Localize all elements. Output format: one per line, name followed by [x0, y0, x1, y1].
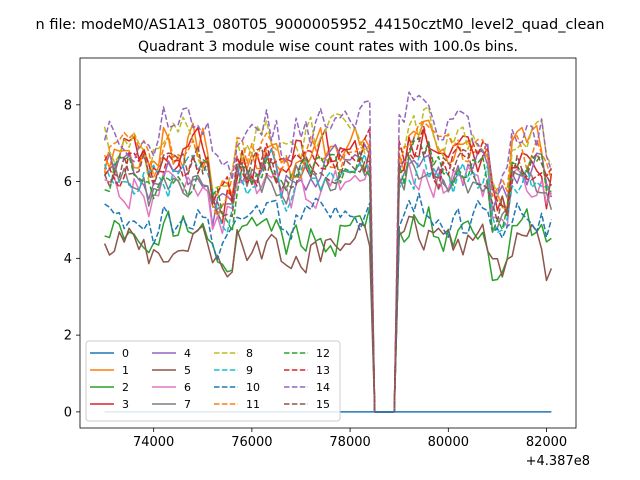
series-line-12 [104, 137, 552, 413]
x-tick-label: 80000 [428, 435, 469, 450]
x-tick-label: 74000 [133, 435, 174, 450]
chart-title: Quadrant 3 module wise count rates with … [138, 39, 518, 55]
legend-label-2: 2 [122, 381, 129, 394]
y-tick-label: 8 [64, 98, 72, 113]
y-tick-label: 6 [64, 175, 72, 190]
x-axis: 74000 76000 78000 80000 82000 [133, 428, 567, 450]
series-line-13 [103, 125, 553, 413]
y-tick-label: 2 [64, 329, 72, 344]
figure-suptitle: n file: modeM0/AS1A13_080T05_9000005952_… [36, 17, 605, 33]
legend-label-4: 4 [184, 347, 191, 360]
legend-label-8: 8 [246, 347, 253, 360]
legend-label-15: 15 [316, 398, 330, 411]
x-tick-label: 82000 [526, 435, 567, 450]
legend-label-9: 9 [246, 364, 253, 377]
legend-label-13: 13 [316, 364, 330, 377]
legend-label-0: 0 [122, 347, 129, 360]
legend-label-11: 11 [246, 398, 260, 411]
series-line-14 [103, 91, 553, 413]
legend-label-7: 7 [184, 398, 191, 411]
series-line-5 [103, 215, 553, 413]
series-line-3 [103, 126, 553, 413]
series-line-9 [103, 149, 552, 413]
series-line-15 [103, 137, 553, 413]
y-tick-label: 4 [64, 252, 72, 267]
legend-label-1: 1 [122, 364, 129, 377]
y-tick-label: 0 [64, 405, 72, 420]
series-line-4 [103, 143, 553, 413]
legend-frame [85, 340, 341, 422]
series-line-2 [104, 206, 552, 413]
legend-label-10: 10 [246, 381, 260, 394]
legend-label-6: 6 [184, 381, 191, 394]
legend-label-3: 3 [122, 398, 129, 411]
x-tick-label: 76000 [231, 435, 272, 450]
plot-frame [79, 57, 577, 429]
legend-label-12: 12 [316, 347, 330, 360]
x-offset-label: +4.387e8 [526, 454, 590, 469]
series-line-8 [103, 106, 553, 413]
legend-label-14: 14 [316, 381, 330, 394]
legend-label-5: 5 [184, 364, 191, 377]
y-axis: 0 2 4 6 8 [64, 98, 80, 420]
x-tick-label: 78000 [329, 435, 370, 450]
